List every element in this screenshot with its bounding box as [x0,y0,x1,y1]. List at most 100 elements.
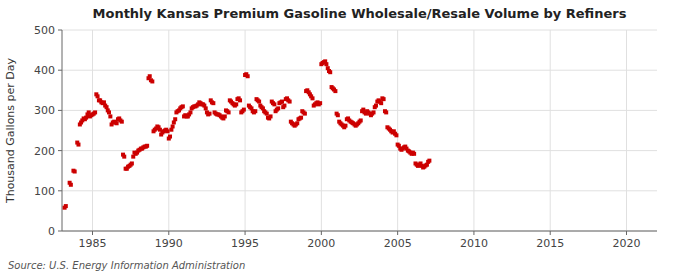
grid-line [62,30,657,31]
point [343,124,347,128]
tick [58,110,62,111]
point [234,102,238,106]
tick-label: 2000 [307,237,335,250]
tick-label: 1985 [79,237,107,250]
point [394,133,398,137]
point [427,159,431,163]
tick [58,70,62,71]
point [324,62,328,66]
tick [168,231,169,235]
point [276,106,280,110]
tick-label: 1990 [155,237,183,250]
point [412,152,416,156]
grid-line [321,30,322,231]
grid-line [473,30,474,231]
grid-line [550,30,551,231]
grid-line [62,231,657,232]
grid-line [62,150,657,151]
tick [550,231,551,235]
point [115,121,119,125]
grid-line [62,110,657,111]
tick-label: 2015 [536,237,564,250]
grid-line [397,30,398,231]
point [269,114,273,118]
point [336,113,340,117]
point [69,183,73,187]
point [130,161,134,165]
point [93,110,97,114]
tick [473,231,474,235]
tick-label: 400 [34,64,55,77]
title: Monthly Kansas Premium Gasoline Wholesal… [93,6,627,21]
point [150,79,154,83]
point [122,155,126,159]
point [204,106,208,110]
point [96,94,100,98]
point [148,74,152,78]
point [280,100,284,104]
tick [626,231,627,235]
point [188,110,192,114]
tick [58,190,62,191]
point [238,98,242,102]
tick-label: 2005 [384,237,412,250]
point [295,121,299,125]
point [211,101,215,105]
point [299,116,303,120]
tick-label: 2010 [460,237,488,250]
point [379,101,383,105]
point [253,109,257,113]
point [145,144,149,148]
grid-line [626,30,627,231]
point [171,124,175,128]
tick [92,231,93,235]
point [333,89,337,93]
point [107,110,111,114]
tick [58,30,62,31]
axes: 0100200300400500198519901995200020052010… [34,24,657,250]
tick-label: 100 [34,185,55,198]
point [372,110,376,114]
points [63,59,432,209]
point [76,143,80,147]
point [384,110,388,114]
point [173,117,177,121]
point [272,102,276,106]
point [257,100,261,104]
x-axis [62,231,657,232]
point [318,101,322,105]
point [64,204,68,208]
grid [62,30,657,231]
tick-label: 300 [34,104,55,117]
grid-line [62,190,657,191]
axis-label: Thousand Gallons per Day [4,57,17,204]
point [227,110,231,114]
tick [245,231,246,235]
tick [58,231,62,232]
tick [321,231,322,235]
point [328,70,332,74]
point [168,135,172,139]
tick-label: 0 [48,225,55,238]
point [166,129,170,133]
tick-label: 2020 [612,237,640,250]
point [288,100,292,104]
point [120,120,124,124]
point [359,118,363,122]
point [208,112,212,116]
point [311,96,315,100]
point [282,104,286,108]
point [181,104,185,108]
tick [58,150,62,151]
source: Source: U.S. Energy Information Administ… [8,260,245,271]
y-axis [62,30,63,231]
tick [397,231,398,235]
chart: Monthly Kansas Premium Gasoline Wholesal… [0,0,675,275]
point [303,112,307,116]
point [73,170,77,174]
grid-line [62,70,657,71]
tick-label: 500 [34,24,55,37]
point [223,114,227,118]
point [242,108,246,112]
tick-label: 200 [34,145,55,158]
